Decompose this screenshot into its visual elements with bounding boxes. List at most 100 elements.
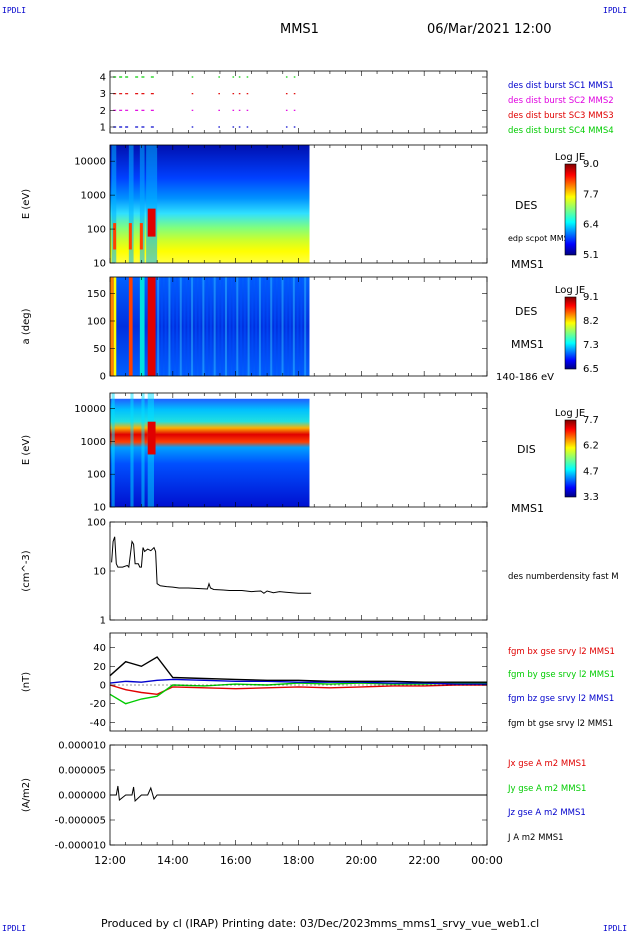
dis-energy-ytick-label: 100 (87, 470, 106, 481)
density-series-line (111, 536, 312, 594)
des-energy-ytick-label: 10000 (74, 157, 106, 168)
des-pitch-ytick-label: 100 (87, 317, 106, 328)
corner-bl: IPDLI (2, 924, 27, 933)
dis-energy-ytick-label: 10000 (74, 404, 106, 415)
des-pitch-sc-label: MMS1 (511, 338, 544, 351)
des-pitch-streak (240, 277, 243, 376)
burst-ytick-label: 2 (100, 106, 106, 117)
bfield-ytick-label: -40 (90, 718, 106, 729)
footer-printing: Printing date: 03/Dec/2023 (222, 917, 371, 930)
des-pitch-streak (164, 277, 167, 376)
des-pitch-streak (232, 277, 235, 376)
xaxis-tick-label: 12:00 (94, 854, 126, 867)
des-pitch-streak (202, 277, 205, 376)
density-legend: des numberdensity fast M (508, 572, 619, 582)
corner-tr: IPDLI (603, 6, 628, 15)
footer-file: mms_mms1_srvy_vue_web1.cl (370, 917, 540, 930)
bfield-frame (109, 632, 488, 732)
des-pitch-streak (217, 277, 220, 376)
footer-produced: Produced by cl (IRAP) (101, 917, 219, 930)
des-pitch-ytick-label: 150 (87, 289, 106, 300)
dis-energy-frame (109, 392, 488, 508)
des-pitch-streak (277, 277, 280, 376)
des-pitch-burst-band (110, 277, 114, 376)
des-energy-colorbar-tick: 7.7 (583, 189, 599, 200)
xaxis-tick-label: 18:00 (283, 854, 315, 867)
des-pitch-streak (304, 277, 307, 376)
current-ytick-label: 0.000005 (58, 766, 106, 777)
des-pitch-ylabel: a (deg) (21, 308, 32, 344)
des-pitch-streak (160, 277, 163, 376)
burst-ytick-label: 3 (100, 89, 106, 100)
bfield-legend-blue: fgm bz gse srvy l2 MMS1 (508, 694, 614, 704)
des-pitch-ytick-label: 50 (93, 344, 106, 355)
dis-energy-label: DIS (517, 443, 536, 456)
current-ytick-label: 0.000000 (58, 791, 106, 802)
bfield-legend-black: fgm bt gse srvy l2 MMS1 (508, 719, 613, 729)
dis-energy-colorbar-tick: 3.3 (583, 492, 599, 503)
des-energy-hot-core (147, 208, 156, 237)
des-energy-burst-band (111, 145, 117, 263)
burst-legend-1: des dist burst SC1 MMS1 (508, 81, 614, 91)
bfield-ytick-label: -20 (90, 699, 106, 710)
des-pitch-streak (194, 277, 197, 376)
des-energy-sc-label: MMS1 (511, 258, 544, 271)
des-pitch-streak (255, 277, 258, 376)
des-pitch-range-label: 140-186 eV (496, 372, 554, 383)
des-pitch-burst-band (128, 277, 133, 376)
dis-energy-burst-band (130, 393, 134, 507)
corner-br: IPDLI (603, 924, 628, 933)
dis-energy-ytick-label: 1000 (81, 437, 106, 448)
des-energy-burst-band (139, 145, 145, 263)
des-pitch-streak (289, 277, 292, 376)
des-pitch-streak (224, 277, 227, 376)
bfield-series-black (109, 656, 487, 683)
corner-tl: IPDLI (2, 6, 27, 15)
des-energy-spike (139, 223, 143, 250)
density-frame (109, 521, 488, 621)
des-pitch-colorbar-tick: 9.1 (583, 292, 599, 303)
density-ylabel: (cm^-3) (21, 550, 32, 591)
des-pitch-streak (292, 277, 295, 376)
header-datetime: 06/Mar/2021 12:00 (427, 22, 552, 37)
bfield-series-blue (109, 678, 487, 685)
burst-ytick-label: 1 (100, 123, 106, 134)
des-pitch-burst-band (113, 277, 117, 376)
des-pitch-streak (157, 277, 160, 376)
current-legend-black: J A m2 MMS1 (507, 833, 564, 843)
des-pitch-burst-band (147, 277, 156, 376)
dis-energy-burst-band (111, 393, 115, 507)
des-pitch-streak (172, 277, 175, 376)
current-ytick-label: -0.000010 (55, 841, 106, 852)
des-energy-ytick-label: 100 (87, 225, 106, 236)
bfield-ytick-label: 40 (93, 643, 106, 654)
header-spacecraft: MMS1 (280, 22, 319, 37)
des-pitch-streak (258, 277, 261, 376)
des-pitch-colorbar-tick: 8.2 (583, 316, 599, 327)
des-pitch-streak (191, 277, 194, 376)
des-energy-ytick-label: 1000 (81, 191, 106, 202)
dis-energy-colorbar-tick: 6.2 (583, 441, 599, 452)
des-pitch-streak (175, 277, 178, 376)
density-ytick-label: 1 (100, 616, 106, 627)
des-energy-frame (109, 144, 488, 264)
current-legend-blue: Jz gse A m2 MMS1 (507, 808, 586, 818)
burst-frame (109, 70, 488, 134)
current-series-line (110, 785, 487, 803)
des-pitch-streak (266, 277, 269, 376)
des-pitch-streak (243, 277, 246, 376)
des-pitch-streak (247, 277, 250, 376)
des-energy-spike (113, 223, 117, 250)
des-pitch-streak (187, 277, 190, 376)
bfield-legend-red: fgm bx gse srvy l2 MMS1 (508, 647, 615, 657)
des-pitch-streak (168, 277, 171, 376)
des-pitch-streak (300, 277, 303, 376)
des-energy-spike (128, 223, 132, 250)
bfield-ytick-label: 20 (93, 662, 106, 673)
des-pitch-colorbar-title: Log JE (555, 285, 585, 296)
des-energy-colorbar-tick: 9.0 (583, 159, 599, 170)
des-pitch-streak (262, 277, 265, 376)
xaxis-tick-label: 22:00 (408, 854, 440, 867)
burst-legend-3: des dist burst SC3 MMS3 (508, 111, 614, 121)
